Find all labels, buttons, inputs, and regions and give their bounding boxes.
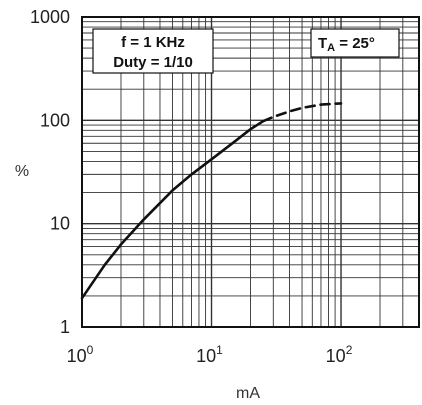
- x-tick-exponent: 2: [346, 343, 353, 357]
- x-tick-label: 101: [196, 343, 223, 366]
- conditions-line2: Duty = 1/10: [113, 54, 193, 71]
- conditions-line1: f = 1 KHz: [121, 34, 185, 51]
- conditions-annotation: f = 1 KHz Duty = 1/10: [92, 28, 214, 74]
- x-axis-label: mA: [236, 385, 260, 402]
- series-group: [80, 102, 343, 300]
- temperature-box: [310, 28, 400, 58]
- x-tick-label: 100: [67, 343, 94, 366]
- temperature-subscript: A: [327, 42, 335, 54]
- conditions-box: [92, 28, 214, 74]
- x-tick-exponent: 1: [216, 343, 223, 357]
- series-line-solid: [80, 119, 265, 300]
- y-tick-label: 10: [50, 214, 70, 234]
- x-tick-label: 102: [326, 343, 353, 366]
- y-tick-label: 100: [40, 110, 70, 130]
- series-line-dashed: [261, 102, 343, 123]
- temperature-value: = 25°: [335, 35, 375, 52]
- x-tick-base: 10: [67, 346, 87, 366]
- y-axis-label: %: [15, 163, 29, 180]
- plot-frame: [81, 16, 420, 328]
- temperature-label: TA = 25°: [318, 35, 375, 54]
- temperature-annotation: TA = 25°: [310, 28, 400, 58]
- y-tick-label: 1000: [30, 7, 70, 27]
- x-tick-base: 10: [196, 346, 216, 366]
- temperature-symbol: T: [318, 35, 327, 52]
- x-tick-base: 10: [326, 346, 346, 366]
- x-tick-exponent: 0: [87, 343, 94, 357]
- y-tick-label: 1: [60, 317, 70, 337]
